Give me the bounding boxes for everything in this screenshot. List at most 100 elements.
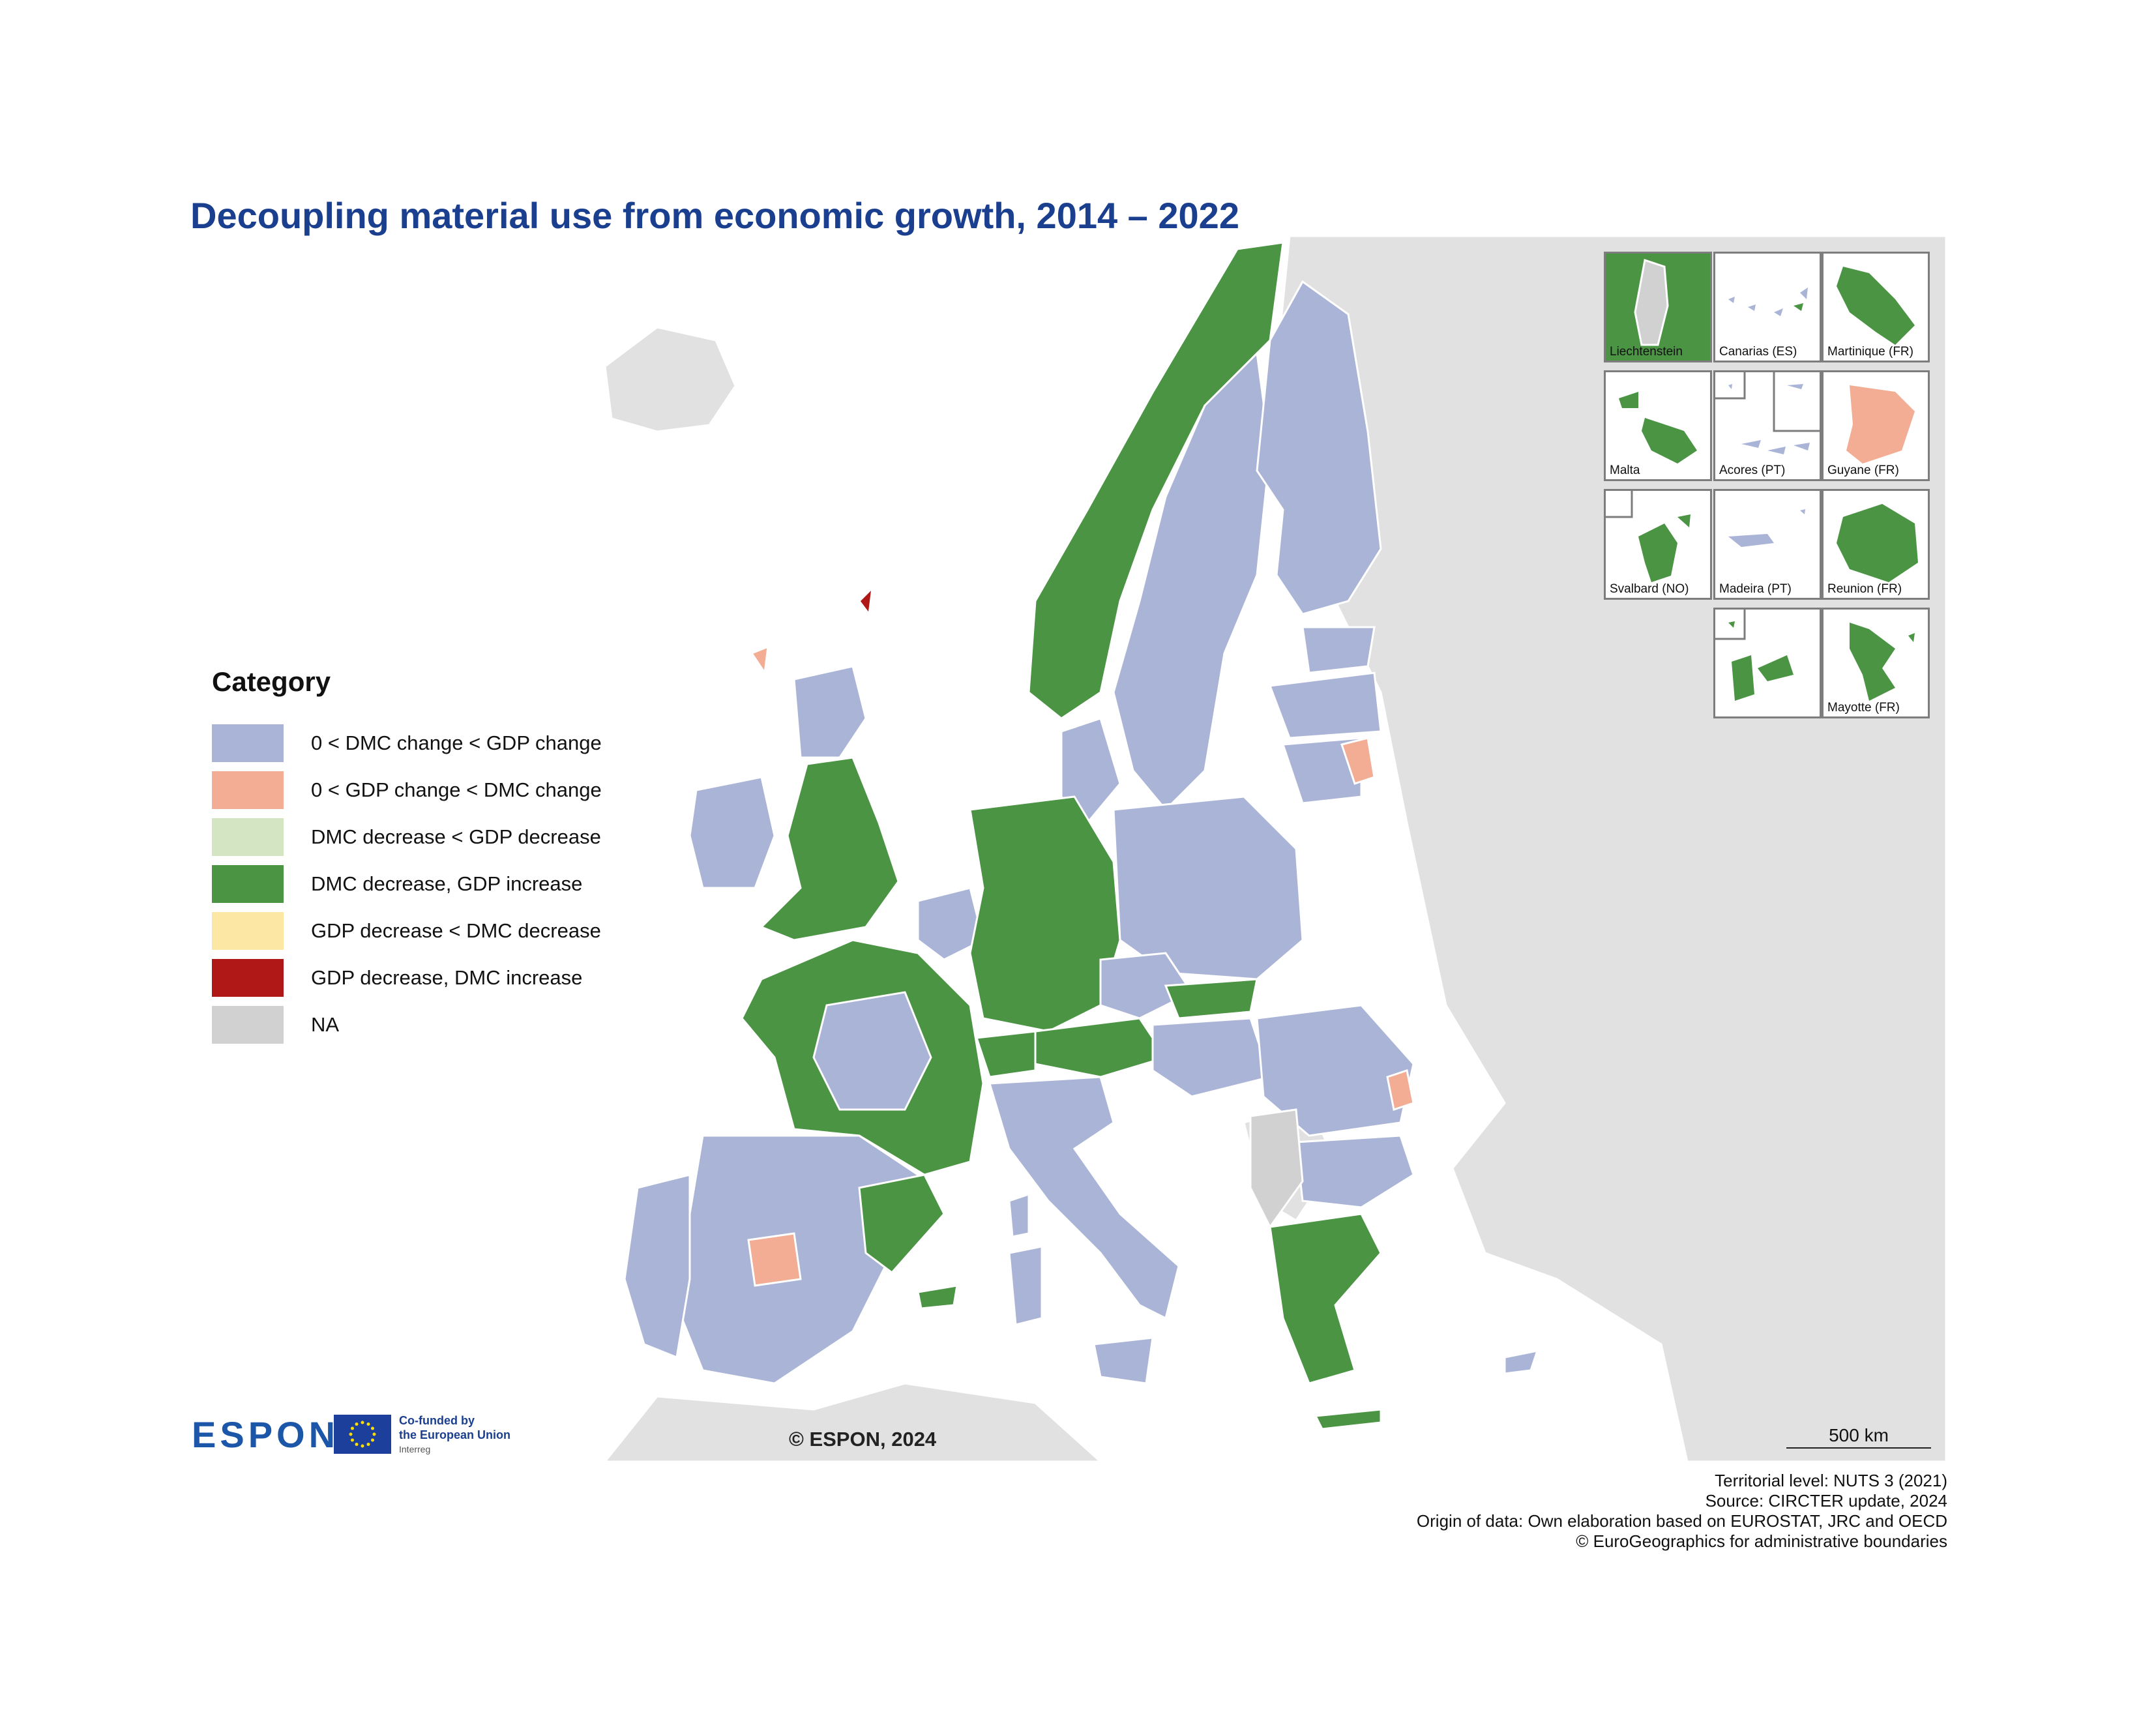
- inset-label: Mayotte (FR): [1827, 701, 1900, 715]
- slovakia-region: [1164, 978, 1258, 1020]
- inset-label: Liechtenstein: [1610, 345, 1683, 359]
- inset-reunion: Reunion (FR): [1822, 489, 1930, 600]
- balearic-region: [917, 1284, 958, 1310]
- inset-liechtenstein: Liechtenstein: [1604, 252, 1712, 362]
- spain-east-region: [858, 1173, 945, 1275]
- inset-acores: Acores (PT): [1713, 370, 1822, 481]
- inset-mayotte: Mayotte (FR): [1822, 608, 1930, 718]
- inset-label: Acores (PT): [1719, 464, 1786, 477]
- eu-stars-icon: [349, 1421, 376, 1448]
- inset-label: Madeira (PT): [1719, 582, 1792, 596]
- scandinavia: [1027, 241, 1382, 825]
- canarias-shape: [1728, 288, 1808, 316]
- legend-item: GDP decrease, DMC increase: [212, 954, 602, 1001]
- cyprus-region: [1503, 1349, 1539, 1375]
- legend-item: GDP decrease < DMC decrease: [212, 907, 602, 954]
- footer-boundaries: © EuroGeographics for administrative bou…: [1576, 1531, 1947, 1551]
- legend-swatch: [212, 771, 284, 809]
- crete-region: [1314, 1408, 1382, 1430]
- scale-label: 500 km: [1829, 1425, 1889, 1445]
- eu-line3: Interreg: [399, 1444, 431, 1454]
- spain-center-region: [747, 1232, 802, 1287]
- footer-territorial-level: Territorial level: NUTS 3 (2021): [1715, 1471, 1947, 1490]
- faroe-region: [858, 585, 874, 617]
- inset-martinique: Martinique (FR): [1822, 252, 1930, 362]
- southeast-europe: [1249, 1004, 1539, 1430]
- inset-guyane: Guyane (FR): [1822, 370, 1930, 481]
- england-region: [760, 756, 900, 941]
- legend-item: DMC decrease, GDP increase: [212, 861, 602, 907]
- balkans-na-region: [1249, 1108, 1304, 1229]
- legend-title: Category: [212, 666, 331, 697]
- romania-region: [1256, 1004, 1415, 1137]
- scale-line: [1786, 1447, 1931, 1449]
- footer-origin: Origin of data: Own elaboration based on…: [1416, 1511, 1947, 1531]
- eu-flag-icon: [334, 1415, 391, 1454]
- greece-region: [1269, 1213, 1382, 1385]
- espon-logo: ESPON: [192, 1414, 340, 1455]
- finland-region: [1256, 280, 1382, 615]
- legend-item: 0 < DMC change < GDP change: [212, 720, 602, 767]
- france: [741, 939, 984, 1176]
- shetland-region: [750, 645, 769, 676]
- legend-label: 0 < GDP change < DMC change: [311, 778, 602, 801]
- legend-swatch: [212, 912, 284, 950]
- denmark-region: [1060, 717, 1121, 825]
- legend-item: NA: [212, 1001, 602, 1048]
- portugal-region: [623, 1173, 691, 1359]
- inset-guadeloupe: [1713, 608, 1822, 718]
- france-center-region: [812, 991, 932, 1111]
- iceland-land: [604, 326, 737, 433]
- map-footer: Territorial level: NUTS 3 (2021) Source:…: [1417, 1471, 1947, 1552]
- legend-swatch: [212, 1006, 284, 1044]
- bulgaria-region: [1295, 1134, 1415, 1209]
- inset-madeira: Madeira (PT): [1713, 489, 1822, 600]
- legend-label: GDP decrease < DMC decrease: [311, 919, 601, 942]
- central-europe: [917, 795, 1304, 1098]
- inset-canarias: Canarias (ES): [1713, 252, 1822, 362]
- legend-item: DMC decrease < GDP decrease: [212, 814, 602, 861]
- benelux-region: [917, 887, 984, 961]
- scale-bar: 500 km: [1786, 1425, 1931, 1449]
- eu-line2: the European Union: [399, 1428, 510, 1441]
- inset-label: Reunion (FR): [1827, 582, 1902, 596]
- ireland-region: [688, 776, 776, 889]
- legend-swatch: [212, 724, 284, 762]
- iberia: [623, 1134, 945, 1385]
- legend-label: DMC decrease, GDP increase: [311, 872, 583, 895]
- eu-cofunded-text: Co-funded by the European Union Interreg: [399, 1413, 510, 1456]
- switzerland-region: [975, 1030, 1037, 1078]
- legend-swatch: [212, 865, 284, 903]
- corsica-region: [1008, 1192, 1030, 1238]
- inset-label: Canarias (ES): [1719, 345, 1797, 359]
- reunion-shape: [1837, 504, 1918, 582]
- estonia-region: [1301, 626, 1376, 674]
- svalbard-shape: [1606, 491, 1691, 582]
- legend-label: DMC decrease < GDP decrease: [311, 825, 601, 848]
- footer-source: Source: CIRCTER update, 2024: [1705, 1491, 1947, 1511]
- martinique-shape: [1837, 267, 1915, 345]
- lithuania-region: [1281, 737, 1363, 804]
- sardinia-region: [1008, 1245, 1043, 1326]
- czechia-region: [1099, 952, 1194, 1020]
- mayotte-shape: [1850, 623, 1915, 701]
- poland-region: [1112, 795, 1304, 980]
- map-legend: Category 0 < DMC change < GDP change 0 <…: [212, 666, 602, 1048]
- sicily-region: [1093, 1336, 1154, 1385]
- legend-swatch: [212, 818, 284, 856]
- scotland-region: [793, 665, 867, 759]
- germany-region: [969, 795, 1121, 1033]
- inset-svalbard: Svalbard (NO): [1604, 489, 1712, 600]
- eu-line1: Co-funded by: [399, 1414, 475, 1427]
- north-africa-land: [604, 1382, 1102, 1462]
- latvia-region: [1268, 671, 1382, 739]
- liechtenstein-shape: [1634, 259, 1669, 346]
- hungary-region: [1151, 1017, 1271, 1098]
- inset-label: Martinique (FR): [1827, 345, 1913, 359]
- guyane-shape: [1846, 385, 1915, 464]
- madeira-shape: [1728, 509, 1805, 547]
- british-isles: [688, 585, 900, 941]
- map-title: Decoupling material use from economic gr…: [190, 195, 1239, 236]
- legend-item: 0 < GDP change < DMC change: [212, 767, 602, 814]
- baltics: [1268, 626, 1382, 804]
